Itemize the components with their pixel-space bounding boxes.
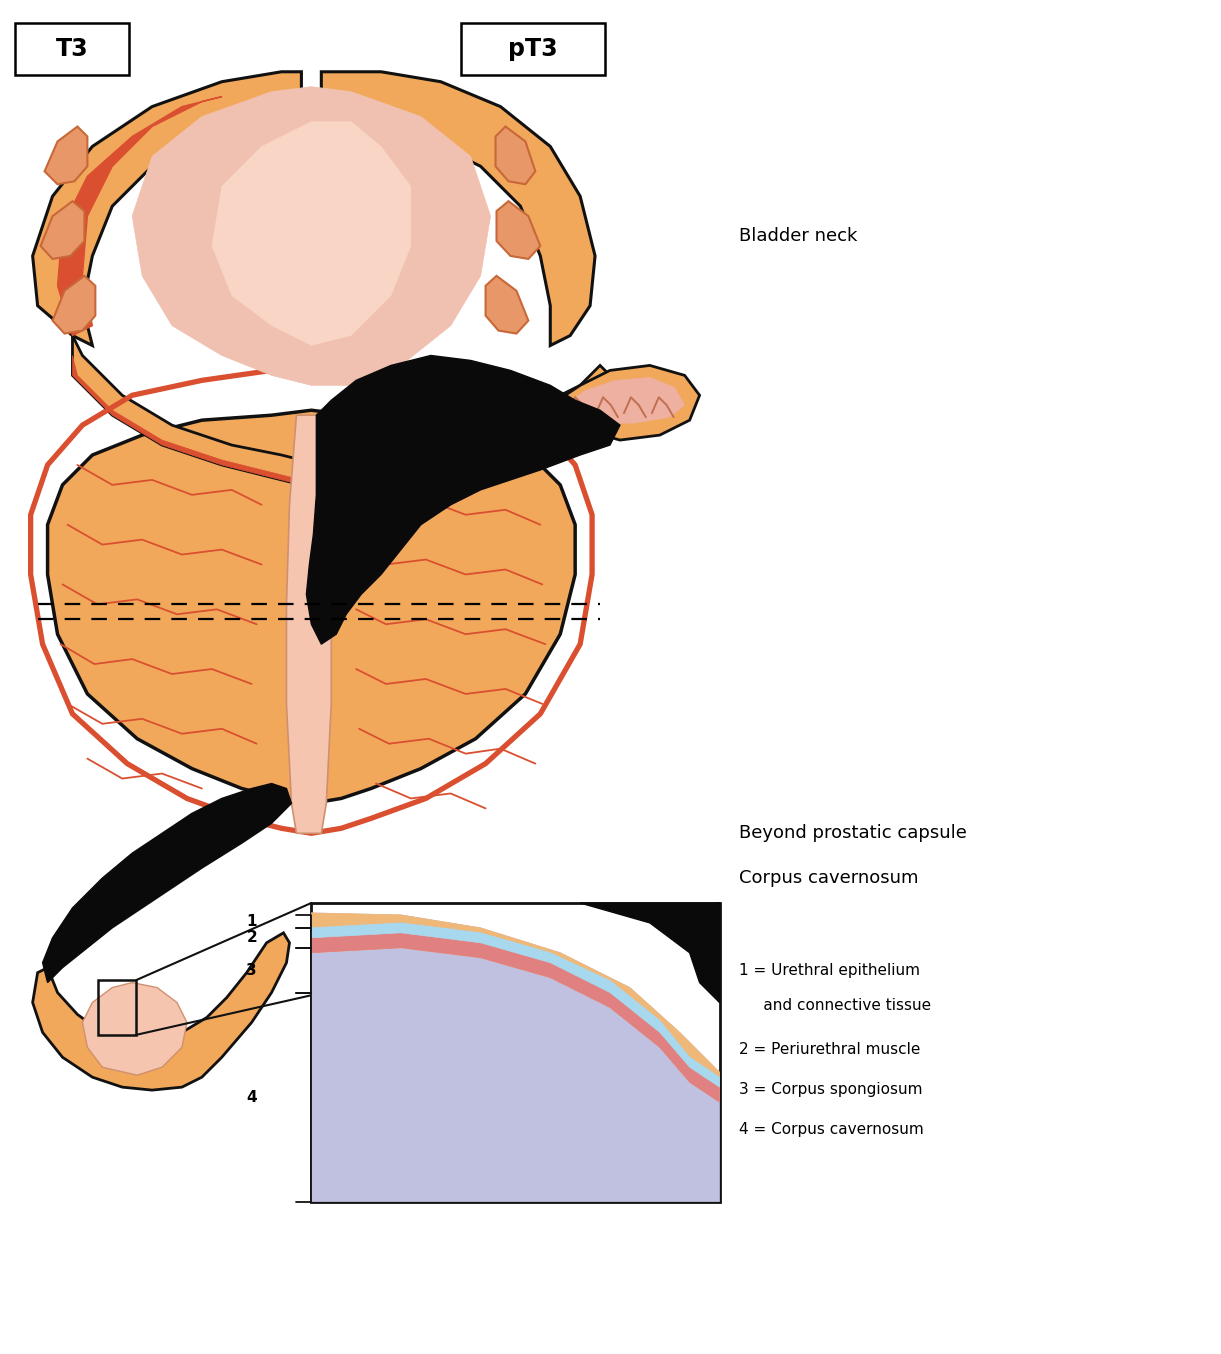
Text: 2 = Periurethral muscle: 2 = Periurethral muscle xyxy=(740,1043,921,1057)
Polygon shape xyxy=(72,336,302,485)
Polygon shape xyxy=(311,913,719,1201)
Text: and connective tissue: and connective tissue xyxy=(740,998,932,1013)
Bar xyxy=(311,903,719,1201)
Text: T3: T3 xyxy=(56,37,88,61)
Polygon shape xyxy=(33,72,302,345)
Text: 2: 2 xyxy=(247,930,256,945)
Text: Corpus cavernosum: Corpus cavernosum xyxy=(740,869,919,887)
Polygon shape xyxy=(287,416,331,833)
Polygon shape xyxy=(211,122,411,345)
Text: Bladder neck: Bladder neck xyxy=(740,227,858,245)
Polygon shape xyxy=(321,366,620,490)
Text: 1: 1 xyxy=(247,914,256,929)
Polygon shape xyxy=(48,410,575,803)
Text: 3 = Corpus spongiosum: 3 = Corpus spongiosum xyxy=(740,1082,923,1097)
Bar xyxy=(99,980,137,1034)
Polygon shape xyxy=(82,983,187,1075)
Polygon shape xyxy=(43,784,292,983)
Bar xyxy=(460,23,606,74)
Bar xyxy=(15,23,129,74)
Polygon shape xyxy=(45,126,88,184)
Polygon shape xyxy=(321,72,595,345)
Polygon shape xyxy=(580,903,719,1002)
Polygon shape xyxy=(311,933,719,1102)
Text: pT3: pT3 xyxy=(508,37,558,61)
Polygon shape xyxy=(57,96,222,336)
Polygon shape xyxy=(311,923,719,1087)
Text: 4: 4 xyxy=(247,1090,256,1105)
Polygon shape xyxy=(551,366,700,440)
Text: 3: 3 xyxy=(247,963,256,978)
Polygon shape xyxy=(53,276,95,333)
Polygon shape xyxy=(565,378,685,424)
Polygon shape xyxy=(306,356,620,645)
Polygon shape xyxy=(486,276,529,333)
Polygon shape xyxy=(33,933,289,1090)
Text: 4 = Corpus cavernosum: 4 = Corpus cavernosum xyxy=(740,1122,924,1137)
Text: Beyond prostatic capsule: Beyond prostatic capsule xyxy=(740,825,967,842)
Polygon shape xyxy=(311,913,719,1102)
Text: 1 = Urethral epithelium: 1 = Urethral epithelium xyxy=(740,963,921,978)
Polygon shape xyxy=(132,87,491,386)
Polygon shape xyxy=(496,126,535,184)
Polygon shape xyxy=(72,356,302,485)
Polygon shape xyxy=(40,202,84,259)
Polygon shape xyxy=(497,202,541,259)
